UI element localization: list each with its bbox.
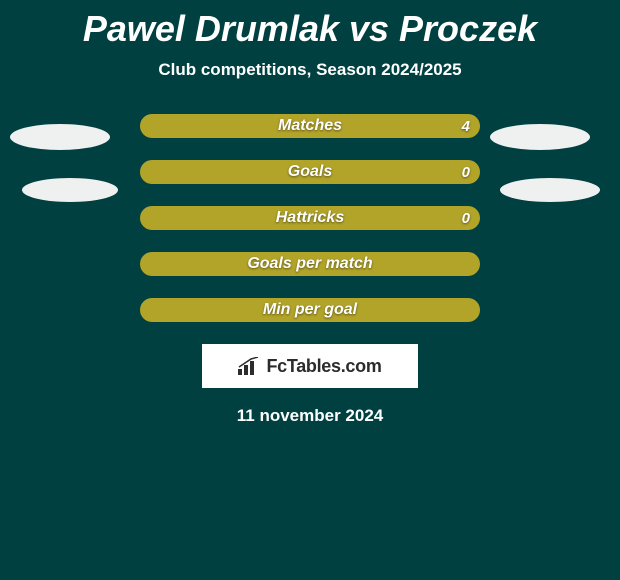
stat-value: 0	[462, 210, 470, 227]
logo-box: FcTables.com	[202, 344, 418, 388]
stat-row: Hattricks 0	[0, 206, 620, 230]
stat-row: Goals 0	[0, 160, 620, 184]
stat-bar: Matches 4	[140, 114, 480, 138]
stat-bar: Goals per match	[140, 252, 480, 276]
stat-row: Goals per match	[0, 252, 620, 276]
subtitle: Club competitions, Season 2024/2025	[0, 60, 620, 80]
chart-icon	[238, 357, 260, 375]
stat-bar: Hattricks 0	[140, 206, 480, 230]
stat-row: Matches 4	[0, 114, 620, 138]
stat-value: 4	[462, 118, 470, 135]
date-label: 11 november 2024	[0, 406, 620, 426]
stat-bar: Goals 0	[140, 160, 480, 184]
stat-value: 0	[462, 164, 470, 181]
stat-bar: Min per goal	[140, 298, 480, 322]
page-title: Pawel Drumlak vs Proczek	[0, 0, 620, 50]
stat-label: Min per goal	[263, 301, 357, 319]
stat-label: Goals per match	[247, 255, 372, 273]
stat-label: Hattricks	[276, 209, 344, 227]
stat-label: Matches	[278, 117, 342, 135]
logo-text: FcTables.com	[266, 356, 381, 377]
stat-row: Min per goal	[0, 298, 620, 322]
stat-label: Goals	[288, 163, 332, 181]
